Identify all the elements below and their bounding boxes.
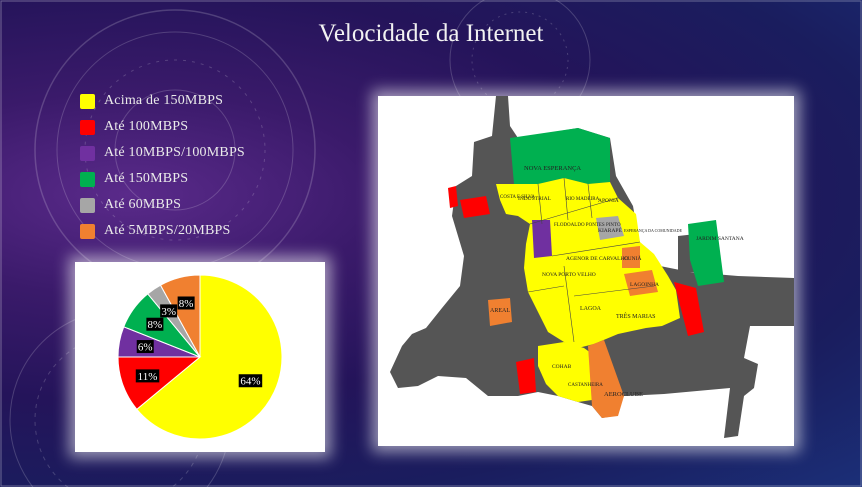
pie-slice [159,274,201,358]
pie-data-label: 6% [138,342,153,354]
map-label: CASTANHEIRA [568,383,603,388]
region-nova-esperanca [510,128,610,184]
map-label: LAGOINHA [630,282,659,288]
region-red-west [460,196,490,218]
map-label: AREAL [490,308,510,314]
pie-data-label: 3% [161,306,176,318]
region-red-south [516,358,536,394]
pie-data-label-bg [135,369,160,383]
region-cohab [538,342,600,402]
pie-data-label-bg [177,296,195,310]
map-card: NOVA ESPERANÇA COSTA E SILVA INDUSTRIAL … [378,96,794,446]
slide-title: Velocidade da Internet [318,20,544,47]
legend-swatch [80,93,95,109]
map-label: TRÊS MARIAS [616,312,656,320]
legend-label: Até 10MBPS/100MBPS [104,145,245,160]
legend: Acima de 150MBPS Até 100MBPS Até 10MBPS/… [80,88,245,244]
region-red-northwest [448,186,458,208]
legend-swatch [80,223,95,239]
pie-data-label: 64% [240,376,260,388]
map-label: ESPERANÇA DA COMUNIDADE [624,228,683,233]
legend-item: Até 60MBPS [80,192,245,218]
region-purple [532,220,552,258]
pie-data-label: 8% [179,298,194,310]
map-label: KIARAPÉ [598,226,622,234]
map-label: AEROCLUBE [604,391,643,398]
neighborhood-map: NOVA ESPERANÇA COSTA E SILVA INDUSTRIAL … [390,96,794,438]
map-label: RIO MADEIRA [566,197,600,202]
pie-data-label-bg [160,304,178,318]
map-label: COSTA E SILVA [500,195,535,200]
legend-swatch [80,197,95,213]
legend-label: Até 60MBPS [104,197,182,212]
legend-label: Até 5MBPS/20MBPS [104,223,231,238]
map-label: FLODOALDO PONTES PINTO [554,223,621,228]
legend-label: Até 100MBPS [104,119,189,134]
pie-chart-card: 64% 11% 6% 8% 3% 8% [75,262,325,452]
legend-item: Até 10MBPS/100MBPS [80,140,245,166]
region-areal [488,298,512,326]
legend-item: Até 100MBPS [80,114,245,140]
pie-data-label: 8% [148,319,163,331]
region-jardim-santana [688,220,724,286]
map-label: NOVA ESPERANÇA [524,165,581,172]
legend-swatch [80,171,95,187]
legend-label: Até 150MBPS [104,171,189,186]
map-label: NOVA PORTO VELHO [542,272,596,278]
region-kiarape [596,216,624,240]
legend-item: Até 5MBPS/20MBPS [80,218,245,244]
region-lagoinha [624,270,658,296]
legend-swatch [80,145,95,161]
map-label: APONIÁ [598,196,619,204]
pie-data-label: 11% [138,371,158,383]
region-red-east [674,282,704,336]
legend-swatch [80,119,95,135]
map-label: CUNIÃ [624,254,641,262]
pie-data-label-bg [146,317,164,331]
map-label: JARDIM SANTANA [696,236,744,242]
legend-item: Acima de 150MBPS [80,88,245,114]
pie-data-label-bg [136,340,154,354]
pie-chart: 64% 11% 6% 8%3%8% [117,274,283,440]
map-label: LAGOA [580,306,602,312]
region-cunia [622,246,640,268]
pie-data-label-bg [238,374,263,388]
map-label: AGENOR DE CARVALHO [566,256,628,262]
region-aeroclube [588,340,624,418]
pie-slice [136,274,283,440]
map-label: COHAB [552,364,572,370]
legend-label: Acima de 150MBPS [104,93,224,108]
legend-item: Até 150MBPS [80,166,245,192]
map-label: INDUSTRIAL [518,196,552,202]
